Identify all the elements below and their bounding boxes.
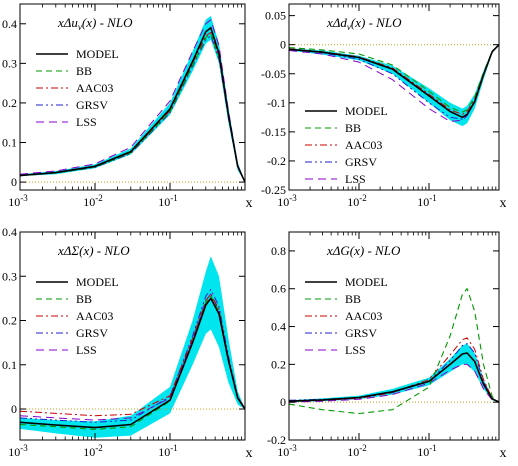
- x-tick-label: 10-1: [158, 443, 178, 459]
- y-tick-label: 0: [280, 395, 286, 409]
- y-tick-label: 0.2: [2, 96, 17, 110]
- legend: MODEL BB AAC03 GRSV LSS: [305, 104, 388, 186]
- x-tick-label: 10-2: [347, 193, 367, 209]
- x-axis-label: x: [246, 196, 253, 211]
- series-line-aac03: [289, 337, 499, 403]
- plot-area: [289, 288, 499, 415]
- plot-frame: [288, 231, 500, 441]
- series-line-model: [289, 44, 499, 119]
- x-tick-label: 10-2: [347, 443, 367, 459]
- series-line-model: [20, 26, 245, 183]
- series-line-grsv: [20, 35, 245, 183]
- y-tick-label: -0.2: [267, 433, 286, 447]
- series-line-aac03: [20, 32, 245, 183]
- y-tick-label: 0: [11, 175, 17, 189]
- legend-label-aac03: AAC03: [76, 81, 113, 95]
- x-tick-label: 10-2: [83, 193, 103, 209]
- plot-area: [20, 15, 245, 183]
- x-axis-label: x: [500, 196, 507, 211]
- legend-label-grsv: GRSV: [76, 98, 108, 112]
- series-line-lss: [289, 363, 499, 403]
- legend-label-lss: LSS: [345, 172, 366, 186]
- series-line-bb: [20, 33, 245, 183]
- x-axis-label: x: [500, 446, 507, 461]
- y-tick-label: 0: [280, 38, 286, 52]
- legend-label-model: MODEL: [345, 104, 388, 118]
- legend: MODEL BB AAC03 GRSV LSS: [36, 47, 119, 129]
- series-line-aac03: [289, 44, 499, 115]
- y-tick-label: -0.25: [261, 183, 286, 197]
- x-tick-label: 10-1: [417, 193, 437, 209]
- series-line-aac03: [20, 293, 245, 417]
- legend-label-model: MODEL: [76, 275, 119, 289]
- chart-title: xΔG(x) - NLO: [326, 243, 401, 258]
- x-axis-label: x: [246, 446, 253, 461]
- y-tick-label: 0.1: [2, 136, 17, 150]
- panel-xdg: -0.2 0 0.2 0.4 0.6 0.8 10-3 10-2 10-1 x xΔG(x) - N…: [267, 231, 507, 461]
- chart-title: xΔdv(x) - NLO: [326, 15, 402, 32]
- plot-frame: [19, 231, 246, 441]
- legend-label-bb: BB: [76, 64, 92, 78]
- legend-label-lss: LSS: [76, 343, 97, 357]
- uncertainty-band: [289, 343, 499, 403]
- y-tick-label: 0.4: [271, 320, 286, 334]
- y-tick-label: 0.05: [265, 9, 286, 23]
- legend-label-lss: LSS: [345, 343, 366, 357]
- chart-title: xΔuv(x) - NLO: [57, 15, 133, 32]
- plot-frame: [19, 3, 246, 191]
- legend-label-model: MODEL: [345, 275, 388, 289]
- y-tick-label: 0.8: [271, 244, 286, 258]
- uncertainty-band: [20, 256, 245, 438]
- legend: MODEL BB AAC03 GRSV LSS: [305, 275, 388, 357]
- series-line-bb: [289, 44, 499, 113]
- plot-frame: [288, 3, 500, 191]
- legend-label-model: MODEL: [76, 47, 119, 61]
- x-tick-label: 10-3: [8, 443, 28, 459]
- plot-area: [289, 44, 499, 127]
- legend-label-bb: BB: [345, 292, 361, 306]
- legend-label-grsv: GRSV: [345, 155, 377, 169]
- legend-label-bb: BB: [345, 121, 361, 135]
- legend-label-bb: BB: [76, 292, 92, 306]
- y-tick-label: -0.05: [261, 67, 286, 81]
- series-line-grsv: [20, 289, 245, 423]
- panel-xdsigma: 0 0.1 0.2 0.3 0.4 10-3 10-2 10-1 x xΔΣ(x) - NLO MO…: [2, 225, 253, 461]
- series-line-bb: [289, 288, 499, 415]
- x-tick-label: 10-3: [277, 193, 297, 209]
- y-tick-label: 0.2: [271, 357, 286, 371]
- x-tick-label: 10-1: [417, 443, 437, 459]
- legend-label-grsv: GRSV: [76, 326, 108, 340]
- legend-label-aac03: AAC03: [76, 309, 113, 323]
- panel-xdd-v: -0.25 -0.2 -0.15 -0.1 -0.05 0 0.05 10-3 10-2 10-1…: [261, 3, 507, 211]
- legend-label-aac03: AAC03: [345, 138, 382, 152]
- x-tick-label: 10-3: [277, 443, 297, 459]
- uncertainty-band: [289, 44, 499, 127]
- x-tick-label: 10-2: [83, 443, 103, 459]
- y-tick-label: 0.3: [2, 269, 17, 283]
- uncertainty-band: [20, 15, 245, 183]
- series-line-model: [289, 352, 499, 403]
- legend-label-aac03: AAC03: [345, 309, 382, 323]
- y-tick-label: -0.1: [267, 96, 286, 110]
- y-tick-label: 0.1: [2, 358, 17, 372]
- y-tick-label: 0: [11, 402, 17, 416]
- y-tick-label: -0.15: [261, 125, 286, 139]
- plot-area: [20, 256, 245, 438]
- y-tick-label: -0.2: [267, 154, 286, 168]
- panel-xdu-v: 0 0.1 0.2 0.3 0.4 10-3 10-2 10-1 x xΔuv(x) - NLO M…: [2, 3, 253, 211]
- chart-title: xΔΣ(x) - NLO: [57, 243, 130, 258]
- y-tick-label: 0.6: [271, 282, 286, 296]
- y-tick-label: 0.4: [2, 17, 17, 31]
- y-tick-label: 0.4: [2, 225, 17, 239]
- x-tick-label: 10-3: [8, 193, 28, 209]
- legend: MODEL BB AAC03 GRSV LSS: [36, 275, 119, 357]
- y-tick-label: 0.3: [2, 56, 17, 70]
- series-line-model: [20, 297, 245, 429]
- legend-label-grsv: GRSV: [345, 326, 377, 340]
- y-tick-label: 0.2: [2, 314, 17, 328]
- legend-label-lss: LSS: [76, 115, 97, 129]
- series-line-lss: [20, 19, 245, 183]
- x-tick-label: 10-1: [158, 193, 178, 209]
